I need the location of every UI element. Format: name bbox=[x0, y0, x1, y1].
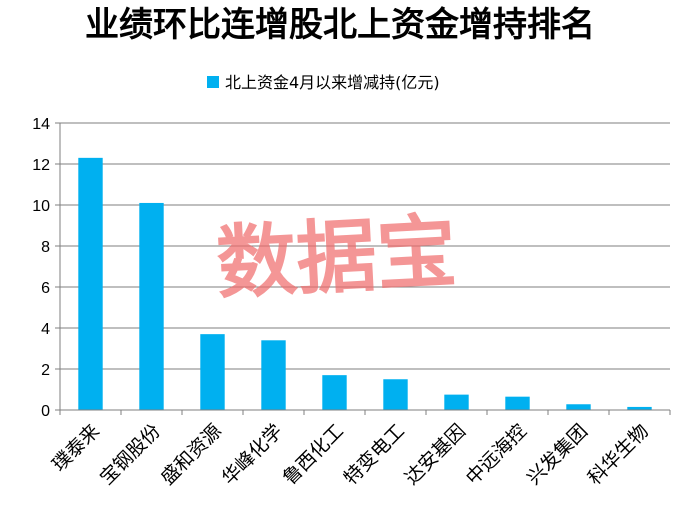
x-tick-label: 中远海控 bbox=[462, 420, 531, 489]
y-tick-label: 2 bbox=[41, 362, 50, 379]
y-tick-label: 4 bbox=[41, 321, 50, 338]
bar-华峰化学 bbox=[261, 340, 286, 410]
bar-鲁西化工 bbox=[322, 375, 347, 410]
x-axis bbox=[59, 123, 671, 415]
bar-璞泰来 bbox=[78, 157, 103, 410]
x-tick-label: 特变电工 bbox=[340, 420, 409, 489]
chart-title: 业绩环比连增股北上资金增持排名 bbox=[85, 5, 595, 45]
bars bbox=[78, 157, 652, 410]
x-tick-label: 盛和资源 bbox=[157, 420, 226, 489]
x-tick-label: 科华生物 bbox=[584, 420, 653, 489]
legend: 北上资金4月以来增减持(亿元) bbox=[207, 73, 440, 92]
x-tick-label: 达安基因 bbox=[401, 420, 470, 489]
bar-科华生物 bbox=[627, 406, 652, 410]
bar-达安基因 bbox=[444, 394, 469, 410]
y-tick-label: 12 bbox=[32, 157, 50, 174]
y-tick-label: 0 bbox=[41, 403, 50, 420]
x-tick-label: 鲁西化工 bbox=[279, 420, 348, 489]
legend-swatch bbox=[207, 76, 219, 88]
legend-label: 北上资金4月以来增减持(亿元) bbox=[225, 73, 440, 92]
bar-宝钢股份 bbox=[139, 202, 164, 410]
y-tick-label: 6 bbox=[41, 280, 50, 297]
bar-中远海控 bbox=[505, 396, 530, 410]
y-tick-label: 8 bbox=[41, 239, 50, 256]
watermark-text: 数据宝 bbox=[214, 205, 459, 310]
x-tick-label: 宝钢股份 bbox=[96, 420, 165, 489]
bar-特变电工 bbox=[383, 379, 408, 410]
bar-兴发集团 bbox=[566, 404, 591, 410]
bar-盛和资源 bbox=[200, 334, 225, 410]
y-axis-ticks: 0 2 4 6 8 10 12 14 bbox=[32, 116, 60, 420]
x-tick-label: 璞泰来 bbox=[48, 420, 104, 476]
y-tick-label: 10 bbox=[32, 198, 50, 215]
x-tick-label: 华峰化学 bbox=[218, 420, 287, 489]
y-tick-label: 14 bbox=[32, 116, 50, 133]
x-tick-label: 兴发集团 bbox=[523, 420, 592, 489]
